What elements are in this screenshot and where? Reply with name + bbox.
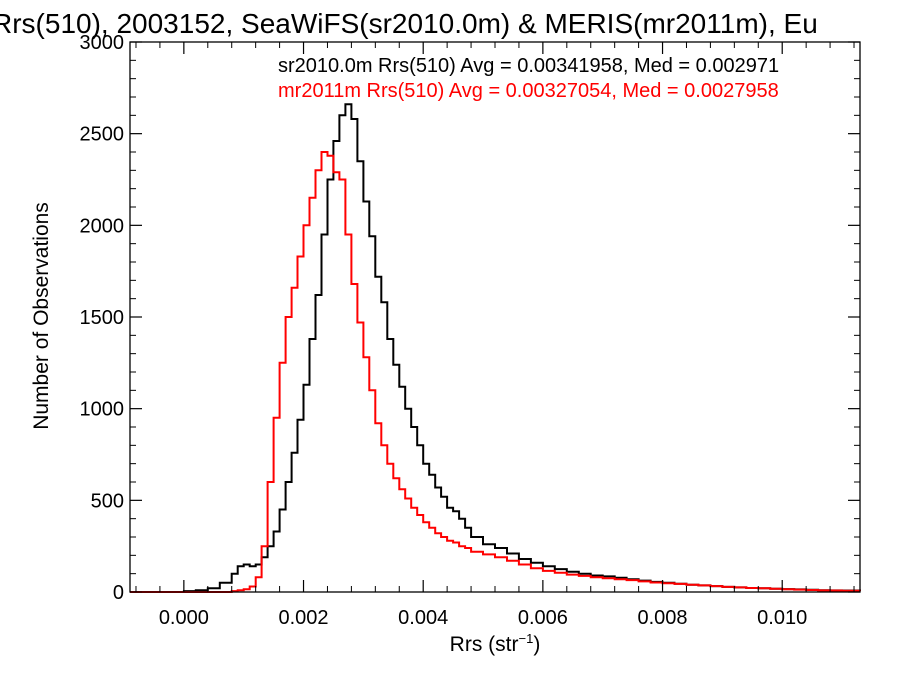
series-line-mr2011m <box>130 151 861 593</box>
y-tick-label: 500 <box>91 490 124 512</box>
y-axis-label: Number of Observations <box>30 202 53 430</box>
legend-entry-sr2010: sr2010.0m Rrs(510) Avg = 0.00341958, Med… <box>278 55 779 77</box>
plot-area: 0.000 0.002 0.004 0.006 0.008 0.010 0 500 1000 15… <box>80 32 861 629</box>
x-axis-label-close: ) <box>533 633 540 656</box>
series-line-sr2010.0m <box>130 103 861 593</box>
x-tick-label: 0.002 <box>278 607 328 629</box>
x-axis-label: Rrs (str−1) <box>450 631 541 656</box>
plot-frame <box>129 41 861 593</box>
y-tick-label: 1000 <box>80 399 125 421</box>
x-axis-label-exponent: −1 <box>519 631 534 646</box>
x-tick-label: 0.000 <box>159 607 209 629</box>
x-tick-label: 0.004 <box>398 607 448 629</box>
y-tick-label: 2000 <box>80 215 125 237</box>
y-tick-label: 2500 <box>80 124 125 146</box>
x-tick-label: 0.008 <box>638 607 688 629</box>
y-tick-label: 0 <box>113 582 124 604</box>
y-tick-label: 3000 <box>80 32 125 54</box>
x-tick-label: 0.010 <box>757 607 807 629</box>
chart-title: Rrs(510), 2003152, SeaWiFS(sr2010.0m) & … <box>0 8 818 39</box>
legend-entry-mr2011: mr2011m Rrs(510) Avg = 0.00327054, Med =… <box>278 80 779 102</box>
y-tick-label: 1500 <box>80 307 125 329</box>
x-tick-label: 0.006 <box>518 607 568 629</box>
x-axis-label-base: Rrs (str <box>450 633 519 656</box>
